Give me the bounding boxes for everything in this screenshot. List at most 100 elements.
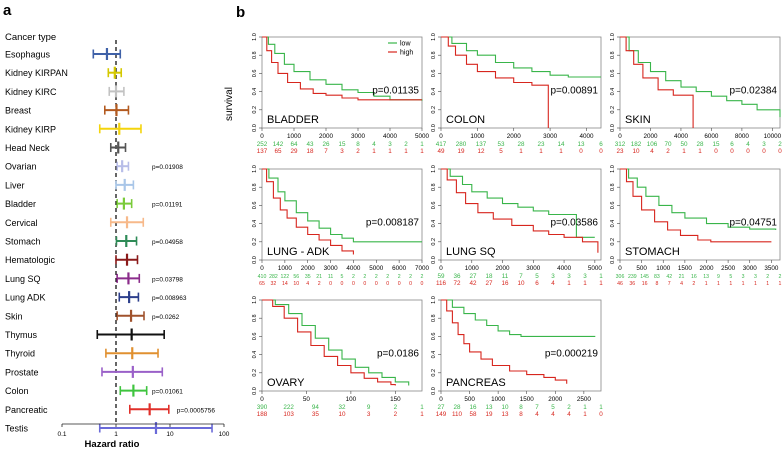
km-x-tick-label: 6000 (704, 133, 719, 140)
km-risk-low: 21 (316, 274, 322, 280)
km-risk-high: 1 (717, 281, 720, 287)
km-x-tick-label: 1000 (278, 265, 293, 272)
km-x-tick-label: 7000 (415, 265, 430, 272)
km-risk-low: 3 (762, 141, 766, 148)
km-y-tick-label: 0.8 (431, 51, 437, 59)
km-x-tick-label: 1000 (491, 396, 506, 403)
panel-label-b: b (236, 4, 245, 21)
km-risk-high: 0 (341, 281, 344, 287)
legend-label-high: high (400, 50, 413, 57)
km-risk-high: 4 (680, 281, 683, 287)
km-risk-high: 1 (583, 280, 587, 287)
km-y-tick-label: 1.0 (431, 165, 437, 173)
km-risk-high: 6 (535, 280, 539, 287)
km-risk-high: 10 (293, 281, 299, 287)
km-y-tick-label: 1.0 (431, 33, 437, 41)
km-risk-high: 0 (421, 281, 424, 287)
forest-row: Bladder p=0.01191 (5, 197, 183, 210)
km-risk-high: 0 (746, 148, 750, 155)
km-x-tick-label: 2000 (643, 133, 658, 140)
forest-x-tick-label: 0.1 (57, 431, 66, 438)
km-x-tick-label: 5000 (369, 265, 384, 272)
km-risk-low: 145 (640, 274, 649, 280)
km-risk-high: 0 (762, 148, 766, 155)
km-y-tick-label: 0.0 (610, 124, 616, 132)
km-risk-high: 1 (372, 148, 376, 155)
km-curve-high (441, 168, 599, 253)
km-curve-high (441, 299, 568, 384)
km-curve-high (262, 36, 422, 101)
km-risk-high: 0 (409, 281, 412, 287)
forest-row-label: Lung ADK (5, 293, 46, 303)
km-y-tick-label: 0.0 (431, 124, 437, 132)
km-risk-high: 2 (394, 411, 398, 418)
km-risk-low: 4 (746, 141, 750, 148)
legend-label-low: low (400, 41, 411, 48)
km-risk-high: 8 (519, 411, 523, 418)
km-x-tick-label: 1000 (470, 133, 485, 140)
forest-row-label: Cervical (5, 218, 38, 228)
km-risk-high: 137 (257, 148, 268, 155)
km-risk-low: 6 (730, 141, 734, 148)
km-x-tick-label: 0 (439, 133, 443, 140)
km-x-tick-label: 100 (346, 396, 357, 403)
km-risk-high: 1 (779, 281, 782, 287)
km-risk-low: 2 (386, 274, 389, 280)
km-risk-high: 0 (329, 281, 332, 287)
forest-row: Liver (5, 178, 135, 191)
km-panel-title: PANCREAS (446, 377, 506, 389)
km-x-tick-label: 2000 (507, 133, 522, 140)
km-risk-low: 35 (305, 274, 311, 280)
forest-row-label: Kidney KIRPAN (5, 68, 68, 78)
km-risk-high: 65 (274, 148, 282, 155)
km-p-value: p=0.0186 (377, 348, 419, 359)
km-y-tick-label: 0.2 (431, 369, 437, 377)
forest-row-label: Head Neck (5, 143, 50, 153)
km-risk-low: 306 (616, 274, 625, 280)
km-y-tick-label: 0.6 (252, 333, 258, 341)
km-risk-high: 58 (469, 411, 477, 418)
forest-row-label: Stomach (5, 237, 41, 247)
km-risk-high: 65 (259, 281, 265, 287)
km-risk-low: 2 (363, 274, 366, 280)
panel-label-a: a (3, 2, 12, 19)
km-y-tick-label: 0.4 (252, 351, 258, 359)
km-panel-title: LUNG - ADK (267, 246, 330, 258)
forest-row-label: Prostate (5, 367, 39, 377)
km-y-tick-label: 1.0 (252, 33, 258, 41)
km-p-value: p=0.01135 (372, 85, 419, 96)
km-risk-low: 7 (519, 273, 523, 280)
km-plot-frame (440, 299, 602, 392)
forest-row: Prostate (5, 365, 164, 378)
km-risk-high: 4 (551, 411, 555, 418)
km-p-value: p=0.03586 (550, 217, 598, 228)
km-risk-low: 2 (352, 274, 355, 280)
km-risk-high: 4 (650, 148, 654, 155)
km-risk-low: 8 (519, 404, 523, 411)
forest-row: Hematologic (5, 253, 139, 266)
km-risk-low: 5 (729, 274, 732, 280)
km-y-tick-label: 0.0 (252, 124, 258, 132)
km-risk-high: 110 (452, 411, 463, 418)
km-y-tick-label: 0.4 (431, 220, 437, 228)
km-risk-low: 8 (356, 141, 360, 148)
km-panel: 0.00.20.40.60.81.00 2000 4000 6000 8000 10000… (610, 33, 782, 155)
km-risk-low: 6 (599, 141, 603, 148)
forest-row-label: Pancreatic (5, 405, 48, 415)
km-panel-title: STOMACH (625, 246, 680, 258)
km-x-tick-label: 5000 (415, 133, 430, 140)
km-panel: 0.0 0.2 0.4 0.6 0.8 1.0 0 500 1000 1500 2000 2500 PA… (431, 296, 603, 418)
km-x-tick-label: 0 (618, 265, 622, 272)
km-x-tick-label: 0 (439, 265, 443, 272)
km-x-tick-label: 2000 (699, 265, 714, 272)
km-risk-high: 2 (356, 148, 360, 155)
km-risk-low: 83 (654, 274, 660, 280)
km-y-tick-label: 1.0 (252, 165, 258, 173)
km-risk-low: 36 (453, 273, 461, 280)
km-risk-low: 43 (306, 141, 314, 148)
km-risk-low: 5 (535, 273, 539, 280)
km-panel-title: OVARY (267, 377, 305, 389)
km-x-tick-label: 4000 (674, 133, 689, 140)
km-plot-frame (440, 168, 602, 261)
forest-row: Skin p=0.0262 (5, 309, 180, 322)
